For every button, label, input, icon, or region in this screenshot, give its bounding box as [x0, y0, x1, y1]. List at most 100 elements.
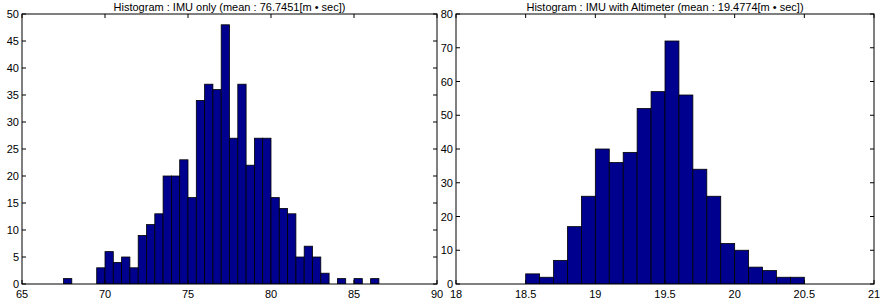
histogram-bar	[113, 262, 121, 284]
histogram-bar	[693, 169, 707, 284]
x-tick-top	[271, 14, 272, 18]
x-tick	[456, 280, 457, 284]
histogram-bar	[213, 90, 221, 284]
x-tick-top	[105, 14, 106, 18]
histogram-bar	[180, 160, 188, 284]
y-tick	[456, 216, 460, 217]
histogram-bar	[790, 277, 804, 284]
y-tick	[22, 14, 26, 15]
histogram-bar	[97, 268, 105, 284]
y-tick-right	[870, 14, 874, 15]
x-tick	[188, 280, 189, 284]
y-tick	[22, 230, 26, 231]
x-tick-top	[734, 14, 735, 18]
y-tick-right	[433, 230, 437, 231]
histogram-bar	[64, 279, 72, 284]
histogram-bar	[637, 109, 651, 285]
histogram-bar	[130, 268, 138, 284]
y-tick-label: 40	[441, 143, 453, 155]
histogram-bar	[707, 196, 721, 284]
chart-title: Histogram : IMU only (mean : 76.7451[m •…	[114, 1, 346, 13]
histogram-bar	[230, 138, 238, 284]
histogram-bar	[263, 138, 271, 284]
plot-area	[22, 14, 437, 284]
x-tick-label: 19	[589, 288, 601, 300]
histogram-bar	[196, 100, 204, 284]
histogram-bar	[155, 214, 163, 284]
y-tick	[456, 149, 460, 150]
x-tick-label: 70	[99, 288, 111, 300]
y-tick-label: 0	[447, 278, 453, 290]
histogram-bar	[271, 198, 279, 284]
x-tick-top	[456, 14, 457, 18]
y-tick	[456, 81, 460, 82]
x-tick-top	[437, 14, 438, 18]
x-tick	[354, 280, 355, 284]
histogram-bar	[540, 277, 554, 284]
x-tick-label: 21	[868, 288, 880, 300]
y-tick-right	[433, 203, 437, 204]
page: {"chart_data": [ {"type": "histogram", "…	[0, 0, 893, 306]
histogram-bar	[279, 208, 287, 284]
y-tick-right	[870, 115, 874, 116]
y-tick-right	[433, 41, 437, 42]
histogram-bar	[296, 257, 304, 284]
histogram-bar	[581, 196, 595, 284]
x-tick-label: 19.5	[654, 288, 675, 300]
y-tick	[22, 122, 26, 123]
histogram-bar	[321, 273, 329, 284]
y-tick-label: 50	[7, 8, 19, 20]
histogram-bar	[721, 244, 735, 285]
x-tick	[734, 280, 735, 284]
y-tick	[22, 149, 26, 150]
x-tick-label: 80	[265, 288, 277, 300]
histogram-bar	[105, 252, 113, 284]
chart: 65707580859005101520253035404550Histogra…	[7, 1, 443, 300]
y-tick-right	[433, 95, 437, 96]
chart-title: Histogram : IMU with Altimeter (mean : 1…	[526, 1, 803, 13]
histogram-bar	[238, 84, 246, 284]
y-tick-label: 45	[7, 35, 19, 47]
x-tick-label: 20	[729, 288, 741, 300]
y-tick-label: 30	[441, 177, 453, 189]
x-tick-top	[665, 14, 666, 18]
histogram-bar	[313, 257, 321, 284]
figure: 65707580859005101520253035404550Histogra…	[0, 0, 893, 306]
y-tick-right	[433, 68, 437, 69]
histogram-bar	[623, 152, 637, 284]
y-tick-label: 35	[7, 89, 19, 101]
y-tick-right	[433, 14, 437, 15]
histogram-bar	[651, 92, 665, 284]
x-tick	[525, 280, 526, 284]
x-tick-top	[188, 14, 189, 18]
x-tick	[595, 280, 596, 284]
x-tick	[804, 280, 805, 284]
x-tick-label: 75	[182, 288, 194, 300]
histogram-bar	[763, 271, 777, 285]
y-tick-label: 25	[7, 143, 19, 155]
y-tick-right	[870, 149, 874, 150]
plot-area	[456, 14, 874, 284]
histogram-bar	[122, 257, 130, 284]
y-tick-label: 15	[7, 197, 19, 209]
y-tick-right	[870, 81, 874, 82]
axes-frame	[22, 14, 437, 284]
y-tick	[22, 257, 26, 258]
y-tick-right	[433, 284, 437, 285]
histogram-bar	[171, 176, 179, 284]
histogram-bar	[288, 214, 296, 284]
x-tick	[665, 280, 666, 284]
histogram-bar	[246, 165, 254, 284]
x-tick-top	[874, 14, 875, 18]
histogram-bar	[776, 277, 790, 284]
y-tick-right	[433, 257, 437, 258]
y-tick-right	[433, 176, 437, 177]
y-tick	[22, 41, 26, 42]
histogram-bar	[304, 246, 312, 284]
histogram-bar	[595, 149, 609, 284]
histogram-bar	[163, 176, 171, 284]
x-tick-top	[525, 14, 526, 18]
y-tick	[22, 284, 26, 285]
x-tick-label: 20.5	[794, 288, 815, 300]
y-tick-right	[433, 149, 437, 150]
